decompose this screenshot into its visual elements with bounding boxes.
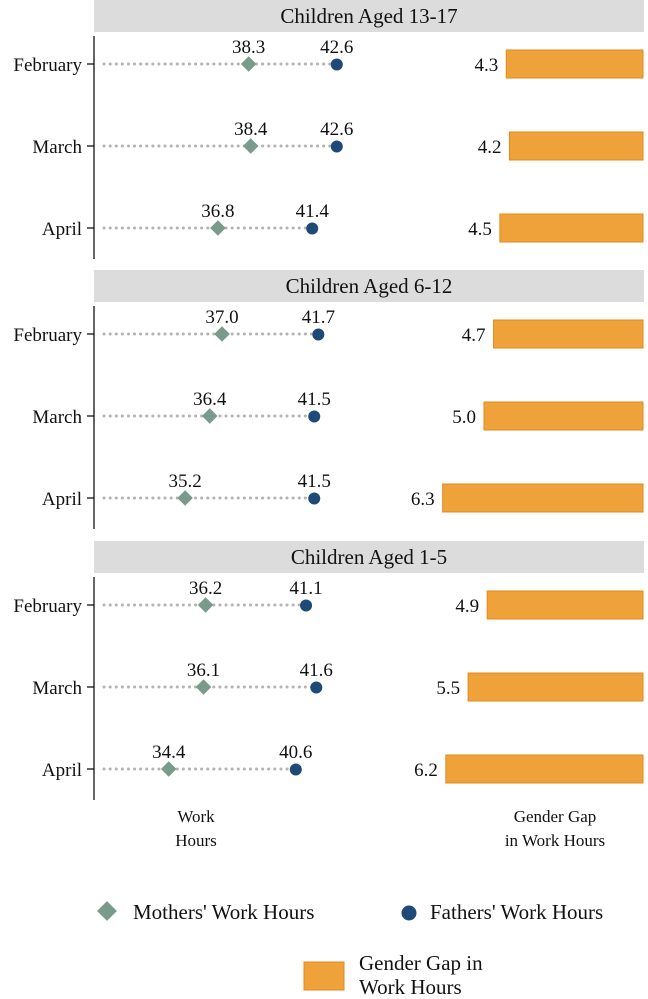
legend-fathers-label: Fathers' Work Hours	[430, 900, 603, 924]
fathers-marker	[330, 58, 343, 71]
chart-panels: Children Aged 13-17 February 38.3 42.6 4.3 Ma…	[13, 0, 644, 800]
gap-bar	[508, 131, 644, 161]
mothers-value-label: 34.4	[152, 742, 186, 763]
fathers-value-label: 41.7	[302, 307, 335, 328]
gap-value-label: 6.3	[411, 489, 435, 510]
panel-title: Children Aged 13-17	[280, 4, 457, 28]
row-label-march: March	[32, 137, 82, 158]
gender-gap-axis-title-line1: Gender Gap	[514, 807, 597, 826]
panel-2: Children Aged 6-12 February 37.0 41.7 4.7 Mar…	[13, 270, 644, 529]
fathers-marker	[308, 410, 321, 423]
panel-3: Children Aged 1-5 February 36.2 41.1 4.9 Marc…	[13, 541, 644, 800]
panel-1: Children Aged 13-17 February 38.3 42.6 4.3 Ma…	[13, 0, 644, 259]
row-label-february: February	[13, 55, 82, 76]
legend-gap-icon	[303, 961, 345, 991]
fathers-marker	[308, 492, 321, 505]
legend-gap-label-line1: Gender Gap in	[359, 951, 483, 975]
axis-titles: Work Hours Gender Gap in Work Hours	[175, 807, 605, 850]
panel-title: Children Aged 6-12	[286, 274, 453, 298]
fathers-marker	[289, 763, 302, 776]
mothers-marker	[210, 220, 226, 236]
row-label-february: February	[13, 325, 82, 346]
fathers-value-label: 41.5	[298, 389, 331, 410]
chart-legend: Mothers' Work Hours Fathers' Work Hours …	[97, 900, 603, 999]
gap-value-label: 6.2	[414, 760, 438, 781]
gap-value-label: 4.3	[475, 55, 499, 76]
fathers-value-label: 42.6	[320, 119, 353, 140]
gap-value-label: 4.5	[468, 219, 492, 240]
mothers-value-label: 36.2	[189, 578, 222, 599]
fathers-value-label: 41.5	[298, 471, 331, 492]
gap-value-label: 4.2	[478, 137, 502, 158]
mothers-marker	[240, 56, 257, 72]
row-label-march: March	[32, 678, 82, 699]
panel-title-strip	[94, 270, 644, 302]
gap-bar	[499, 213, 644, 243]
gap-bar	[445, 754, 644, 784]
gap-value-label: 4.7	[462, 325, 486, 346]
gap-value-label: 5.5	[436, 678, 460, 699]
fathers-value-label: 42.6	[320, 37, 353, 58]
mothers-value-label: 38.4	[234, 119, 268, 140]
row-label-april: April	[42, 219, 82, 240]
legend-gap-label-line2: Work Hours	[359, 975, 462, 999]
fathers-value-label: 40.6	[279, 742, 312, 763]
mothers-marker	[177, 490, 193, 506]
gap-value-label: 5.0	[452, 407, 476, 428]
mothers-value-label: 36.1	[187, 660, 220, 681]
row-label-march: March	[32, 407, 82, 428]
legend-fathers-icon	[401, 905, 417, 921]
mothers-marker	[197, 597, 214, 613]
gender-gap-axis-title-line2: in Work Hours	[505, 831, 605, 850]
row-label-february: February	[13, 596, 82, 617]
gap-bar	[505, 49, 644, 79]
mothers-value-label: 36.8	[201, 201, 234, 222]
work-hours-axis-title-line2: Hours	[175, 831, 217, 850]
gap-bar	[442, 483, 644, 513]
panel-title: Children Aged 1-5	[291, 545, 447, 569]
legend-mothers-label: Mothers' Work Hours	[133, 900, 314, 924]
mothers-marker	[160, 761, 177, 777]
legend-mothers-icon	[97, 901, 117, 921]
mothers-marker	[201, 408, 218, 424]
row-label-april: April	[42, 489, 82, 510]
gap-bar	[483, 401, 644, 431]
work-hours-axis-title-line1: Work	[177, 807, 215, 826]
panel-title-strip	[94, 541, 644, 573]
fathers-marker	[306, 222, 319, 235]
mothers-value-label: 37.0	[205, 307, 238, 328]
mothers-marker	[214, 326, 230, 342]
fathers-marker	[330, 140, 343, 153]
fathers-value-label: 41.4	[296, 201, 330, 222]
fathers-marker	[300, 599, 313, 612]
panel-title-strip	[94, 0, 644, 32]
gap-bar	[467, 672, 644, 702]
fathers-value-label: 41.1	[289, 578, 322, 599]
mothers-marker	[195, 679, 212, 695]
mothers-value-label: 38.3	[232, 37, 265, 58]
gap-value-label: 4.9	[455, 596, 479, 617]
mothers-value-label: 35.2	[168, 471, 201, 492]
gap-bar	[493, 319, 644, 349]
gap-bar	[486, 590, 644, 620]
mothers-marker	[242, 138, 259, 154]
fathers-marker	[310, 681, 323, 694]
mothers-value-label: 36.4	[193, 389, 227, 410]
fathers-marker	[312, 328, 325, 341]
row-label-april: April	[42, 760, 82, 781]
fathers-value-label: 41.6	[300, 660, 333, 681]
